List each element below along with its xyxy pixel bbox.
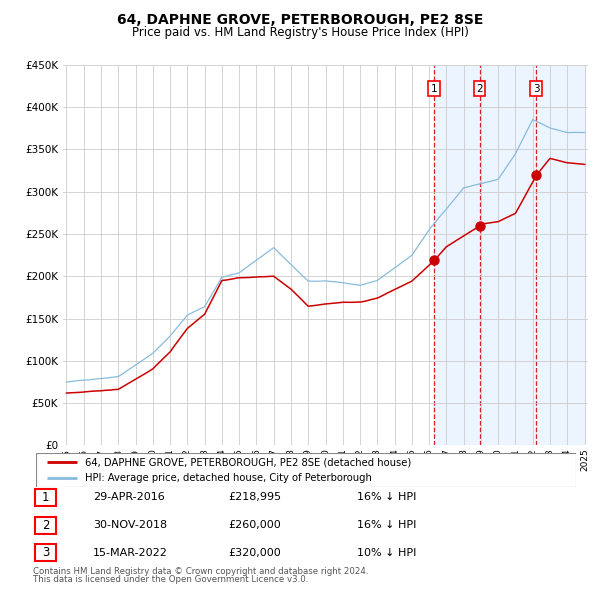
Text: 2: 2 (42, 519, 49, 532)
Text: 15-MAR-2022: 15-MAR-2022 (93, 548, 168, 558)
Text: 3: 3 (533, 84, 539, 94)
Text: HPI: Average price, detached house, City of Peterborough: HPI: Average price, detached house, City… (85, 473, 371, 483)
Text: £218,995: £218,995 (228, 493, 281, 502)
Text: £320,000: £320,000 (228, 548, 281, 558)
Text: 10% ↓ HPI: 10% ↓ HPI (357, 548, 416, 558)
Text: 16% ↓ HPI: 16% ↓ HPI (357, 520, 416, 530)
Text: 2: 2 (476, 84, 483, 94)
Bar (35, 517, 56, 533)
Text: 64, DAPHNE GROVE, PETERBOROUGH, PE2 8SE (detached house): 64, DAPHNE GROVE, PETERBOROUGH, PE2 8SE … (85, 457, 411, 467)
Text: Price paid vs. HM Land Registry's House Price Index (HPI): Price paid vs. HM Land Registry's House … (131, 26, 469, 39)
Text: 16% ↓ HPI: 16% ↓ HPI (357, 493, 416, 502)
Text: 64, DAPHNE GROVE, PETERBOROUGH, PE2 8SE: 64, DAPHNE GROVE, PETERBOROUGH, PE2 8SE (117, 13, 483, 27)
Text: 1: 1 (431, 84, 437, 94)
Text: This data is licensed under the Open Government Licence v3.0.: This data is licensed under the Open Gov… (33, 575, 308, 584)
Bar (434, 65, 584, 445)
Bar (35, 489, 56, 506)
Text: 1: 1 (42, 491, 49, 504)
Bar (35, 545, 56, 561)
Text: £260,000: £260,000 (228, 520, 281, 530)
Text: 29-APR-2016: 29-APR-2016 (93, 493, 165, 502)
Text: 30-NOV-2018: 30-NOV-2018 (93, 520, 167, 530)
Text: 3: 3 (42, 546, 49, 559)
Text: Contains HM Land Registry data © Crown copyright and database right 2024.: Contains HM Land Registry data © Crown c… (33, 568, 368, 576)
